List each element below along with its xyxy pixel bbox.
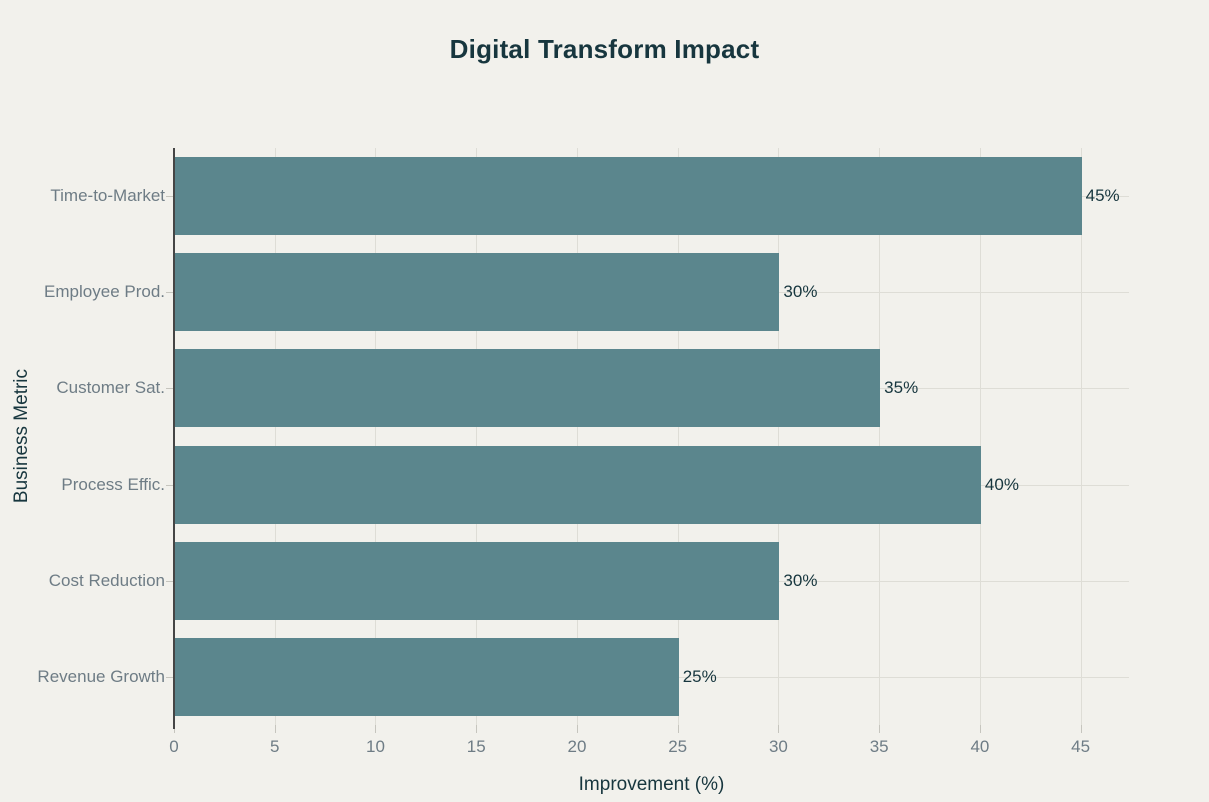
x-tick-mark	[879, 725, 881, 733]
y-category-label: Customer Sat.	[56, 378, 165, 398]
bar-time-to-market	[175, 157, 1082, 236]
bar-value-label: 35%	[884, 378, 919, 398]
x-gridline	[1080, 148, 1082, 725]
y-category-label: Employee Prod.	[44, 282, 165, 302]
bar-value-label: 30%	[783, 570, 818, 590]
bar-revenue-growth	[175, 637, 679, 716]
x-tick-label: 30	[768, 737, 788, 756]
x-gridline	[778, 148, 780, 725]
y-category-label: Process Effic.	[61, 474, 165, 494]
x-gridline	[476, 148, 478, 725]
x-tick-label: 35	[869, 737, 889, 756]
x-tick-mark	[274, 725, 276, 733]
y-axis-spine	[173, 148, 175, 729]
bar-process-effic	[175, 445, 981, 524]
chart-title: Digital Transform Impact	[449, 34, 760, 64]
y-axis-title: Business Metric	[11, 368, 32, 503]
x-tick-mark	[174, 725, 175, 733]
x-tick-label: 0	[169, 737, 179, 756]
y-tick-mark	[166, 580, 174, 582]
y-category-label: Time-to-Market	[50, 186, 165, 206]
x-tick-label: 5	[270, 737, 280, 756]
y-category-label: Cost Reduction	[48, 570, 165, 590]
y-tick-mark	[166, 292, 174, 294]
x-tick-mark	[979, 725, 981, 733]
x-gridline	[576, 148, 578, 725]
x-tick-mark	[476, 725, 478, 733]
x-tick-label: 15	[466, 737, 486, 756]
bar-cost-reduction	[175, 541, 780, 620]
bar-value-label: 30%	[783, 282, 818, 302]
x-gridline	[274, 148, 276, 725]
bar-value-label: 25%	[682, 666, 717, 686]
x-gridline	[677, 148, 679, 725]
y-tick-mark	[166, 196, 174, 198]
x-tick-mark	[1080, 725, 1082, 733]
x-tick-mark	[778, 725, 780, 733]
x-gridline	[979, 148, 981, 725]
x-tick-mark	[375, 725, 377, 733]
x-gridline	[375, 148, 377, 725]
x-tick-label: 40	[970, 737, 990, 756]
y-category-label: Revenue Growth	[37, 666, 165, 686]
y-tick-mark	[166, 388, 174, 390]
x-tick-mark	[677, 725, 679, 733]
x-gridline	[879, 148, 881, 725]
bar-value-label: 40%	[984, 474, 1019, 494]
bar-employee-prod	[175, 253, 780, 332]
y-tick-mark	[166, 676, 174, 678]
y-tick-mark	[166, 484, 174, 486]
x-tick-label: 45	[1071, 737, 1091, 756]
x-tick-label: 25	[668, 737, 688, 756]
x-tick-label: 10	[366, 737, 385, 756]
bar-customer-sat	[175, 349, 881, 428]
x-tick-mark	[576, 725, 578, 733]
x-tick-label: 20	[567, 737, 587, 756]
bar-value-label: 45%	[1085, 186, 1120, 206]
x-axis-title: Improvement (%)	[578, 774, 725, 795]
